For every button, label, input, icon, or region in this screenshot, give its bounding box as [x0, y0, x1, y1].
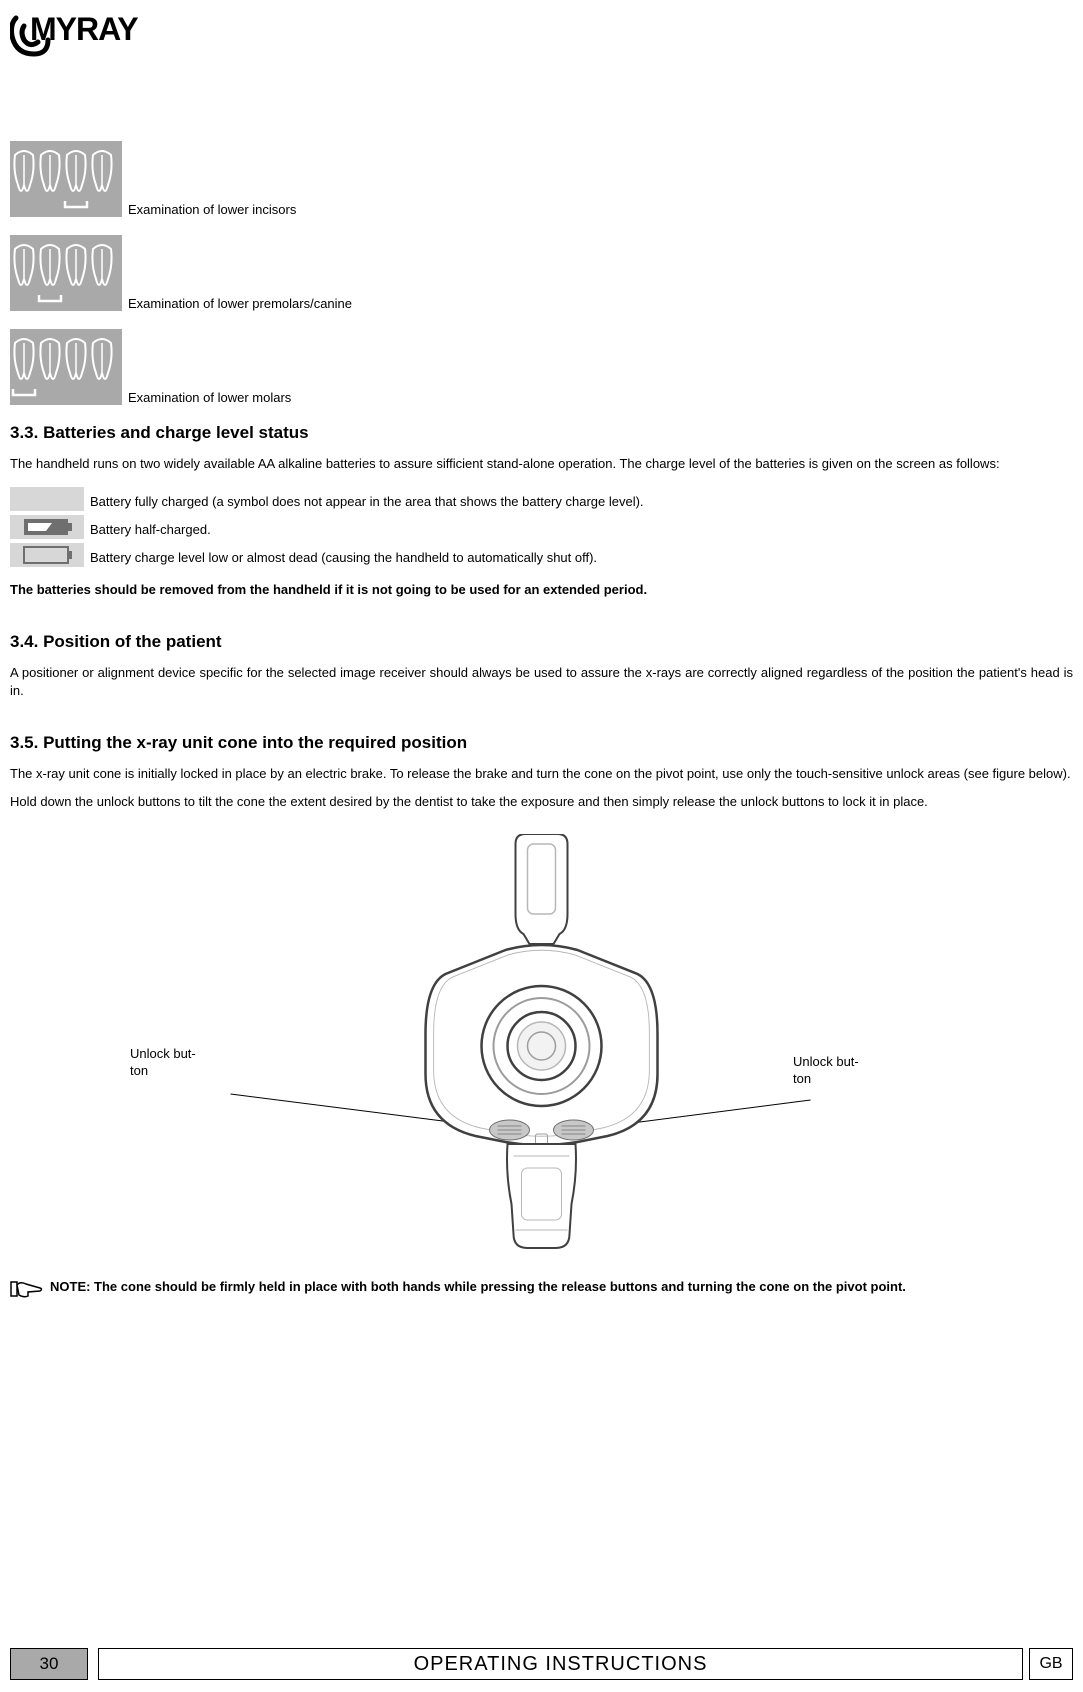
section-3-3-intro: The handheld runs on two widely availabl… [10, 455, 1073, 473]
note-text: NOTE: The cone should be firmly held in … [50, 1278, 906, 1296]
section-3-5-p1: The x-ray unit cone is initially locked … [10, 765, 1073, 783]
exam-label: Examination of lower premolars/canine [128, 296, 352, 311]
svg-text:MYRAY: MYRAY [30, 11, 138, 47]
battery-low-label: Battery charge level low or almost dead … [90, 550, 597, 567]
exam-label: Examination of lower incisors [128, 202, 296, 217]
battery-full-icon [10, 487, 84, 511]
battery-full-label: Battery fully charged (a symbol does not… [90, 494, 644, 511]
footer-language: GB [1029, 1648, 1073, 1680]
battery-row-half: Battery half-charged. [10, 515, 1073, 539]
xray-cone-diagram: Unlock but-ton Unlock but-ton [10, 834, 1073, 1254]
exam-row: Examination of lower molars [10, 329, 1073, 405]
tooth-selection-icon [10, 235, 122, 311]
footer-page-number: 30 [10, 1648, 88, 1680]
pointing-hand-icon [10, 1279, 44, 1302]
section-3-5-p2: Hold down the unlock buttons to tilt the… [10, 793, 1073, 811]
section-3-3-warning: The batteries should be removed from the… [10, 581, 1073, 599]
brand-logo: MYRAY [10, 10, 1073, 61]
battery-row-full: Battery fully charged (a symbol does not… [10, 487, 1073, 511]
battery-half-icon [10, 515, 84, 539]
section-3-4-title: 3.4. Position of the patient [10, 632, 1073, 652]
page-footer: 30 OPERATING INSTRUCTIONS GB [10, 1648, 1073, 1680]
section-3-4-body: A positioner or alignment device specifi… [10, 664, 1073, 699]
footer-title: OPERATING INSTRUCTIONS [98, 1648, 1023, 1680]
tooth-selection-icon [10, 329, 122, 405]
battery-half-label: Battery half-charged. [90, 522, 211, 539]
note-row: NOTE: The cone should be firmly held in … [10, 1278, 1073, 1302]
section-3-5-title: 3.5. Putting the x-ray unit cone into th… [10, 733, 1073, 753]
section-3-3-title: 3.3. Batteries and charge level status [10, 423, 1073, 443]
exam-row: Examination of lower premolars/canine [10, 235, 1073, 311]
battery-low-icon [10, 543, 84, 567]
exam-label: Examination of lower molars [128, 390, 291, 405]
tooth-selection-icon [10, 141, 122, 217]
exam-row: Examination of lower incisors [10, 141, 1073, 217]
battery-row-low: Battery charge level low or almost dead … [10, 543, 1073, 567]
